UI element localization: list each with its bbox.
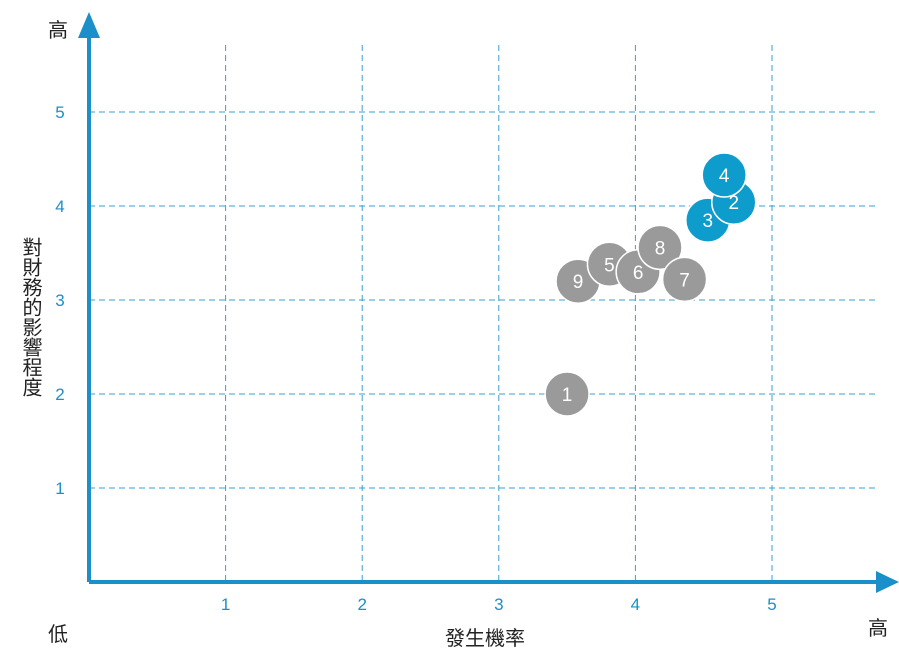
x-axis-arrow — [876, 571, 899, 593]
x-axis-title: 發生機率 — [445, 626, 525, 650]
x-tick-label: 1 — [221, 595, 230, 614]
risk-point-label-7: 7 — [679, 270, 690, 291]
y-axis-arrow — [78, 12, 100, 38]
risk-point-8 — [637, 224, 683, 271]
risk-point-label-3: 3 — [703, 211, 714, 232]
x-tick-label: 2 — [357, 595, 366, 614]
axes — [78, 12, 899, 593]
risk-point-label-4: 4 — [719, 166, 730, 187]
risk-point-label-1: 1 — [562, 385, 573, 406]
origin-low-label: 低 — [48, 622, 68, 646]
y-tick-label: 3 — [55, 291, 64, 310]
risk-point-label-2: 2 — [728, 193, 739, 214]
risk-point-7 — [661, 256, 708, 303]
risk-point-label-9: 9 — [573, 272, 584, 293]
x-axis-high-label: 高 — [868, 616, 888, 640]
y-tick-label: 5 — [55, 103, 64, 122]
x-tick-label: 5 — [767, 595, 776, 614]
risk-point-4 — [701, 152, 747, 198]
y-tick-label: 1 — [55, 479, 64, 498]
grid-lines — [89, 45, 876, 582]
data-points: 1 95 687 32 4 — [544, 152, 757, 417]
risk-point-1 — [544, 371, 590, 417]
risk-point-label-6: 6 — [633, 263, 644, 284]
y-tick-label: 2 — [55, 385, 64, 404]
risk-point-label-5: 5 — [604, 255, 615, 276]
risk-point-label-8: 8 — [655, 238, 666, 259]
x-tick-label: 4 — [631, 595, 640, 614]
y-axis-high-label: 高 — [48, 18, 68, 42]
y-axis-title: 對財務的影響程度 — [19, 237, 43, 397]
x-tick-label: 3 — [494, 595, 503, 614]
y-tick-label: 4 — [55, 197, 64, 216]
